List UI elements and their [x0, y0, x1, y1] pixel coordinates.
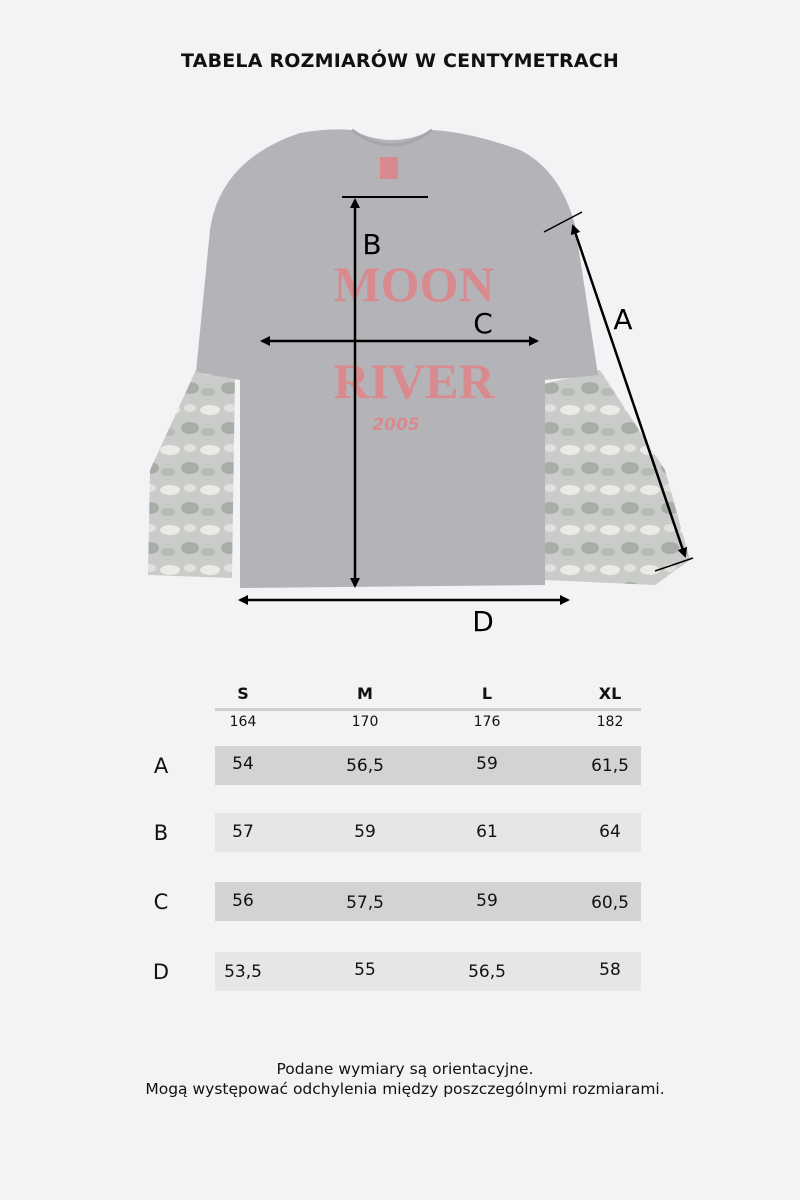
size-header: XL: [598, 684, 622, 703]
table-cell: 54: [232, 754, 254, 774]
height-value: 176: [473, 714, 501, 730]
table-cell: 56: [232, 891, 254, 911]
table-row: [215, 746, 641, 785]
shirt-body: [196, 129, 598, 588]
right-camo-sleeve: [540, 370, 690, 585]
label-c: C: [473, 307, 493, 340]
height-value: 164: [229, 714, 257, 730]
table-cell: 55: [354, 960, 376, 980]
print-year: 2005: [372, 415, 419, 435]
footer-note: Mogą występować odchylenia między poszcz…: [145, 1080, 665, 1098]
table-cell: 59: [476, 891, 498, 911]
row-label: B: [153, 821, 169, 845]
size-header: L: [481, 684, 493, 703]
table-row: [215, 882, 641, 921]
height-value: 182: [596, 714, 624, 730]
height-value: 170: [351, 714, 379, 730]
collar: [351, 128, 433, 147]
a-tick-top: [543, 211, 583, 233]
a-tick-bottom: [654, 557, 694, 572]
label-d: D: [472, 605, 494, 638]
header-divider: [215, 708, 641, 711]
table-cell: 59: [354, 822, 376, 842]
size-header: S: [237, 684, 249, 703]
label-b: B: [362, 228, 381, 261]
row-label: A: [153, 754, 169, 778]
page-title: TABELA ROZMIARÓW W CENTYMETRACH: [180, 50, 619, 72]
garment-diagram: MOON RIVER 2005 B C A D: [148, 128, 694, 638]
table-cell: 57: [232, 822, 254, 842]
table-cell: 57,5: [346, 893, 384, 913]
print-moon: MOON: [333, 256, 494, 312]
size-header: M: [357, 684, 373, 703]
table-cell: 64: [599, 822, 621, 842]
a-arrow: [570, 224, 688, 558]
label-a: A: [613, 303, 632, 336]
neck-label: [380, 157, 398, 179]
table-cell: 61,5: [591, 756, 629, 776]
table-row: [215, 813, 641, 852]
table-cell: 56,5: [346, 756, 384, 776]
table-row: [215, 952, 641, 991]
table-cell: 56,5: [468, 962, 506, 982]
table-cell: 61: [476, 822, 498, 842]
table-cell: 60,5: [591, 893, 629, 913]
table-cell: 58: [599, 960, 621, 980]
print-river: RIVER: [333, 353, 495, 409]
row-label: C: [153, 890, 169, 914]
table-cell: 53,5: [224, 962, 262, 982]
left-camo-sleeve: [148, 370, 235, 578]
row-label: D: [152, 960, 170, 984]
footer-note: Podane wymiary są orientacyjne.: [276, 1060, 534, 1078]
table-cell: 59: [476, 754, 498, 774]
